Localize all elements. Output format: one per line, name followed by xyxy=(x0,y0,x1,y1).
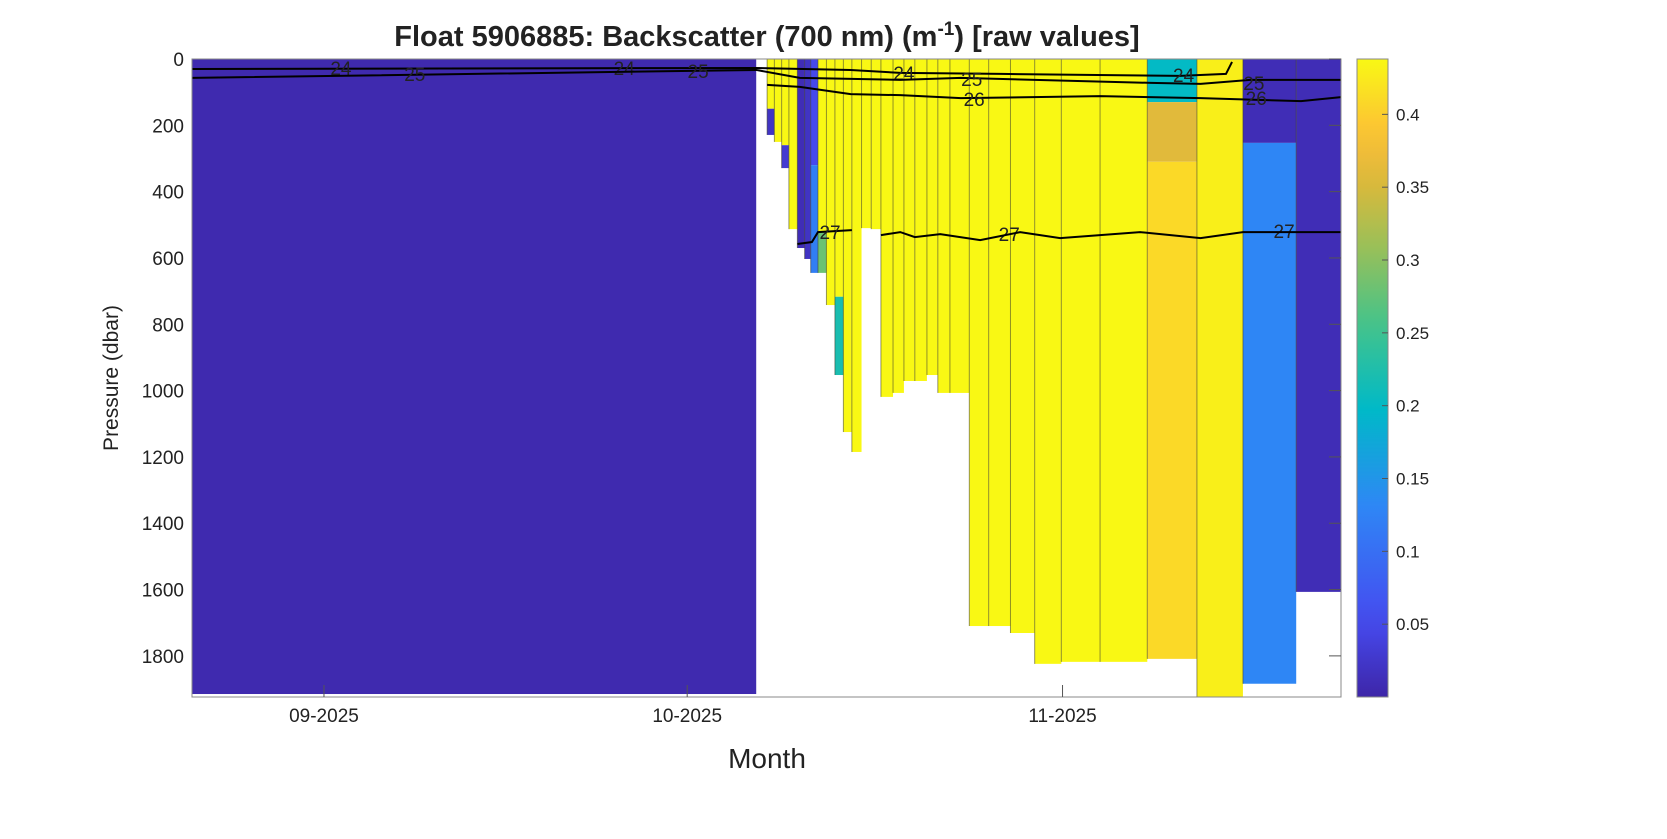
colorbar-tick-label: 0.2 xyxy=(1396,397,1420,416)
contour-label: 25 xyxy=(1243,74,1264,95)
y-tick-label: 400 xyxy=(152,183,184,204)
profile-cell xyxy=(926,59,938,376)
contour-label: 27 xyxy=(819,223,840,244)
profile-cell xyxy=(851,59,862,452)
colorbar-tick-label: 0.05 xyxy=(1396,615,1429,634)
colorbar xyxy=(1356,58,1389,698)
x-tick-label: 10-2025 xyxy=(652,706,722,727)
y-tick-label: 600 xyxy=(152,249,184,270)
profile-cell xyxy=(1010,59,1035,634)
profile-cell xyxy=(817,59,827,232)
profile-cell xyxy=(767,108,775,135)
colorbar-tick-label: 0.1 xyxy=(1396,542,1420,561)
profile-cell xyxy=(1034,59,1062,664)
profile-cell xyxy=(880,59,894,397)
contour-label: 24 xyxy=(1173,66,1195,87)
colorbar-tick-label: 0.4 xyxy=(1396,105,1420,124)
y-tick-label: 1600 xyxy=(142,581,184,602)
contour-label: 24 xyxy=(330,59,352,80)
colorbar-tick-label: 0.35 xyxy=(1396,178,1429,197)
profile-cell xyxy=(804,59,811,259)
profile-cell xyxy=(767,59,775,109)
y-tick-label: 1000 xyxy=(142,382,184,403)
contour-label: 25 xyxy=(404,65,425,86)
contour-label: 27 xyxy=(999,225,1020,246)
contour-line-26 xyxy=(767,83,1342,103)
profile-cell xyxy=(817,231,827,273)
y-tick-label: 200 xyxy=(152,116,184,137)
profile-cell xyxy=(937,59,950,393)
profile-cell xyxy=(949,59,970,393)
profile-cell xyxy=(914,59,927,381)
profile-cell xyxy=(1147,59,1197,103)
contour-label: 25 xyxy=(688,62,709,83)
contour-label: 26 xyxy=(964,90,985,111)
profile-cell xyxy=(192,59,757,695)
profile-cell xyxy=(871,59,881,230)
colorbar-tick-label: 0.3 xyxy=(1396,251,1420,270)
profile-cell xyxy=(797,59,805,249)
y-tick-label: 0 xyxy=(173,50,184,71)
contour-label: 24 xyxy=(893,64,915,85)
profile-cell xyxy=(843,59,852,433)
y-tick-label: 800 xyxy=(152,315,184,336)
profile-cell xyxy=(1147,161,1197,659)
profile-cell xyxy=(969,59,989,627)
contour-line-27 xyxy=(880,231,1341,242)
contour-label: 26 xyxy=(1246,89,1267,110)
y-tick-label: 1400 xyxy=(142,514,184,535)
profile-cell xyxy=(781,59,789,146)
profile-cell xyxy=(893,59,904,393)
profile-cell xyxy=(826,59,835,306)
profile-cell xyxy=(1296,59,1341,592)
colorbar-tick-label: 0.15 xyxy=(1396,470,1429,489)
profile-cell xyxy=(1196,59,1243,697)
x-tick-label: 11-2025 xyxy=(1028,706,1096,727)
x-axis: 09-2025 10-2025 11-2025 xyxy=(289,685,1097,727)
contour-line-25 xyxy=(191,68,1341,85)
profile-cell xyxy=(810,59,818,166)
profile-cell xyxy=(774,59,782,142)
y-axis-label: Pressure (dbar) xyxy=(100,305,123,451)
profile-cell xyxy=(834,59,844,297)
colorbar-ticks: 0.05 0.1 0.15 0.2 0.25 0.3 0.35 0.4 xyxy=(1382,105,1429,634)
y-axis: 0 200 400 600 800 1000 1200 1400 1600 1800 xyxy=(142,50,1341,668)
profile-cell xyxy=(1061,59,1101,662)
x-tick-label: 09-2025 xyxy=(289,706,359,727)
y-tick-label: 1800 xyxy=(142,647,184,668)
profile-cell xyxy=(903,59,915,381)
profile-cell xyxy=(861,59,872,229)
x-axis-label: Month xyxy=(728,743,806,774)
profile-cell xyxy=(834,296,844,376)
profile-cell xyxy=(988,59,1011,627)
contour-label: 24 xyxy=(614,59,636,80)
profile-cell xyxy=(788,59,798,230)
contour-line-24 xyxy=(191,61,1233,77)
profile-cell xyxy=(810,165,818,273)
contour-line-27 xyxy=(797,229,852,246)
y-tick-label: 1200 xyxy=(142,448,184,469)
profile-cell xyxy=(1100,59,1148,662)
colorbar-tick-label: 0.25 xyxy=(1396,324,1429,343)
chart-title: Float 5906885: Backscatter (700 nm) (m-1… xyxy=(394,19,1139,53)
contour-label: 25 xyxy=(961,70,982,91)
plot-area xyxy=(192,59,1341,697)
profile-cell xyxy=(781,145,789,169)
plot-frame xyxy=(191,58,1342,698)
profile-cell xyxy=(1147,102,1197,162)
